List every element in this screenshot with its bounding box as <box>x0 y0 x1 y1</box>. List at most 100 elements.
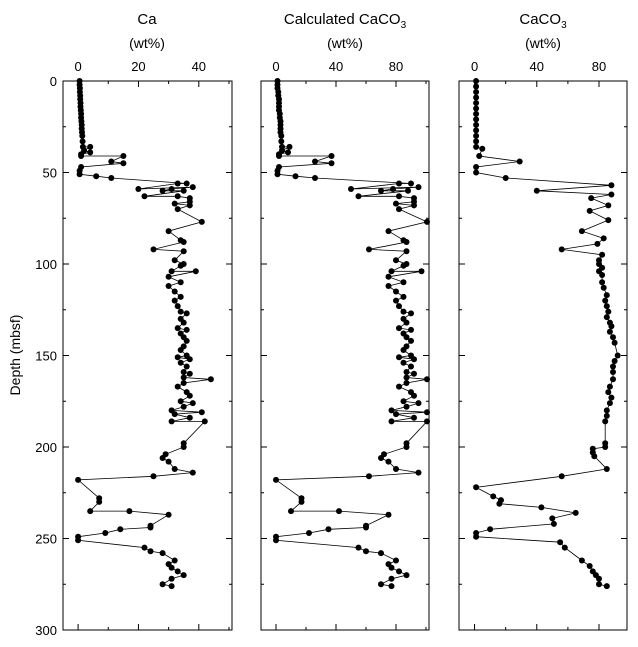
calculated-caco3-data-point <box>408 310 414 317</box>
ca-data-point <box>180 248 187 255</box>
caco3-data-point <box>473 533 480 540</box>
ca-data-point <box>174 193 181 200</box>
caco3-data-point <box>586 563 593 569</box>
caco3-data-point <box>473 121 480 128</box>
calculated-caco3-data-point <box>288 508 294 515</box>
calculated-caco3-data-point <box>405 187 411 194</box>
ca-data-point <box>186 356 193 363</box>
calculated-caco3-data-point <box>328 160 335 167</box>
calculated-caco3-data-point <box>328 153 335 159</box>
calculated-caco3-data-point <box>312 175 318 181</box>
ca-data-point <box>177 359 184 366</box>
caco3-data-point <box>610 363 616 370</box>
caco3-data-point <box>490 493 497 500</box>
caco3-data-point <box>473 143 480 150</box>
calculated-caco3-data-point <box>298 498 305 505</box>
ca-data-point <box>189 400 196 407</box>
calculated-caco3-data-point <box>388 418 395 425</box>
calculated-caco3-data-point <box>403 444 410 450</box>
ca-data-point <box>159 581 166 588</box>
ca-data-point <box>165 228 172 235</box>
ca-data-point <box>75 537 82 544</box>
ca-data-point <box>174 180 181 187</box>
caco3-data-point <box>603 303 610 310</box>
caco3-data-point <box>610 369 616 375</box>
calculated-caco3-x-tick-label: 40 <box>329 59 343 74</box>
ca-data-point <box>120 160 127 167</box>
calculated-caco3-data-point <box>400 293 407 300</box>
caco3-data-point <box>599 272 606 278</box>
ca-data-point <box>165 458 172 465</box>
ca-data-point <box>75 476 82 483</box>
calculated-caco3-data-point <box>403 248 410 255</box>
caco3-data-point <box>591 453 598 460</box>
calculated-caco3-data-point <box>292 173 299 180</box>
ca-data-point <box>93 173 100 180</box>
calculated-caco3-data-point <box>424 418 430 425</box>
calculated-caco3-data-point <box>306 530 312 536</box>
calculated-caco3-data-point <box>403 369 410 375</box>
ca-data-point <box>174 325 181 332</box>
caco3-data-point <box>473 127 480 134</box>
calculated-caco3-data-point <box>378 455 384 461</box>
calculated-caco3-data-point <box>385 283 392 289</box>
calculated-caco3-frame <box>260 80 430 631</box>
calculated-caco3-data-point <box>396 180 402 187</box>
calculated-caco3-data-point <box>411 202 417 209</box>
caco3-data-point <box>502 175 509 181</box>
ca-data-point <box>96 498 103 505</box>
ca-data-point <box>180 239 187 245</box>
caco3-data-point <box>605 217 612 224</box>
ca-data-point <box>102 530 109 536</box>
caco3-data-point <box>473 116 480 123</box>
panel-ca-title: Ca <box>137 11 157 28</box>
caco3-data-point <box>473 105 480 112</box>
calculated-caco3-data-point <box>400 359 407 366</box>
ca-data-point <box>79 138 86 145</box>
calculated-caco3-data-point <box>418 268 425 275</box>
caco3-data-point <box>603 466 610 472</box>
ca-data-point <box>168 583 175 590</box>
caco3-data-point <box>594 240 601 247</box>
caco3-data-point <box>603 292 610 299</box>
caco3-data-point <box>608 323 615 330</box>
ca-x-tick-label: 0 <box>74 59 81 74</box>
panel-calculated-caco3-title-subscript: 3 <box>401 20 407 31</box>
calculated-caco3-data-point <box>286 143 293 150</box>
y-axis-label: Depth (mbsf) <box>7 315 23 396</box>
ca-frame <box>62 80 233 631</box>
calculated-caco3-data-point <box>274 171 281 178</box>
ca-data-point <box>171 411 178 418</box>
ca-data-point <box>183 180 190 187</box>
calculated-caco3-data-point <box>403 334 410 341</box>
caco3-data-point <box>608 394 615 401</box>
ca-data-point <box>135 186 142 192</box>
ca-data-point <box>126 508 133 515</box>
calculated-caco3-data-point <box>385 511 392 518</box>
calculated-caco3-data-point <box>393 200 399 207</box>
panel-ca: Ca (wt%) 0 50 100 150 200 250 300 0 20 40 <box>35 11 233 638</box>
calculated-caco3-data-point <box>396 325 402 332</box>
calculated-caco3-data-point <box>355 193 362 200</box>
ca-y-tick-label: 0 <box>50 74 57 89</box>
ca-data-point <box>198 218 205 225</box>
ca-data-point <box>183 310 190 317</box>
caco3-data-point <box>578 228 585 235</box>
ca-data-point <box>177 279 184 286</box>
calculated-caco3-data-point <box>400 262 407 269</box>
calculated-caco3-data-point <box>396 354 402 361</box>
ca-y-tick-label: 150 <box>35 349 57 364</box>
ca-x-tick-label: 20 <box>131 59 145 74</box>
calculated-caco3-data-point <box>393 466 399 472</box>
caco3-data-point <box>549 515 556 522</box>
ca-data-point <box>177 262 184 269</box>
calculated-caco3-data-point <box>276 153 282 159</box>
caco3-data-point <box>606 328 613 335</box>
calculated-caco3-x-tick-label: 80 <box>389 59 403 74</box>
calculated-caco3-data-point <box>385 458 392 465</box>
calculated-caco3-data-point <box>378 550 384 557</box>
ca-data-point <box>180 369 187 375</box>
ca-data-point <box>168 564 175 571</box>
ca-data-point <box>177 293 184 300</box>
